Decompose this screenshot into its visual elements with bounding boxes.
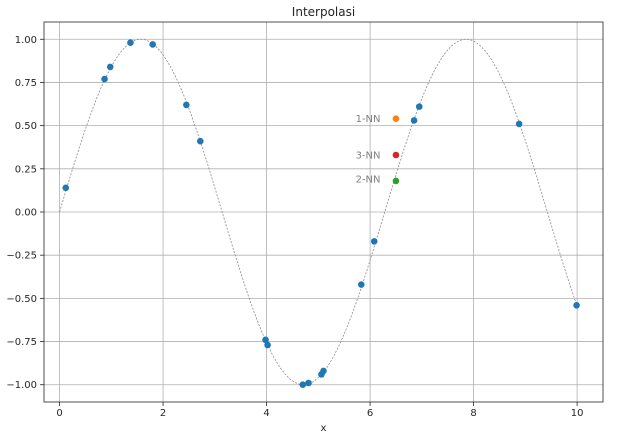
data-point <box>127 39 134 47</box>
2-nn-point <box>392 177 400 185</box>
y-tick-label: −1.00 <box>6 380 37 391</box>
x-tick-label: 0 <box>56 408 62 419</box>
data-point <box>370 238 378 245</box>
y-tick-label: −0.50 <box>6 294 37 305</box>
data-point <box>106 63 114 71</box>
x-tick-label: 10 <box>571 408 584 419</box>
data-point <box>262 336 269 344</box>
data-point <box>410 117 418 124</box>
y-tick-label: 0.25 <box>15 164 37 175</box>
data-point <box>415 103 423 110</box>
1-nn-point <box>392 115 400 123</box>
3-nn-point <box>392 151 400 159</box>
x-tick-label: 2 <box>160 408 166 419</box>
data-point <box>357 281 365 288</box>
grid-layer <box>44 22 603 402</box>
annotation-label: 1-NN <box>356 114 381 125</box>
tick-layer: 0 2 4 6 8 10 −1.00 −0.75 −0.50 −0.25 0.00 0.25 0.50 0… <box>6 35 583 419</box>
data-point <box>299 381 307 389</box>
points-layer <box>62 39 580 389</box>
data-point <box>515 120 523 128</box>
x-axis-label: x <box>321 423 327 434</box>
x-tick-label: 8 <box>470 408 476 419</box>
y-tick-label: 0.75 <box>15 78 37 89</box>
chart-title: Interpolasi <box>292 5 355 19</box>
data-point <box>197 137 204 145</box>
y-tick-label: 0.50 <box>15 121 37 132</box>
x-tick-label: 4 <box>263 408 269 419</box>
data-point <box>305 379 312 387</box>
data-point <box>62 184 70 192</box>
y-tick-label: −0.25 <box>6 251 37 262</box>
x-tick-label: 6 <box>367 408 373 419</box>
annotation-label: 2-NN <box>356 175 381 186</box>
data-point <box>183 101 190 109</box>
data-point <box>149 41 156 48</box>
annotation-label: 3-NN <box>356 151 381 162</box>
sine-curve <box>59 38 578 386</box>
annotation-layer: 1-NN 3-NN 2-NN <box>356 114 381 185</box>
data-point <box>101 75 108 83</box>
y-tick-label: −0.75 <box>6 337 37 348</box>
data-point <box>320 367 327 375</box>
y-tick-label: 1.00 <box>15 35 37 46</box>
y-tick-label: 0.00 <box>15 208 37 219</box>
data-point <box>264 341 271 349</box>
data-point <box>573 301 580 309</box>
